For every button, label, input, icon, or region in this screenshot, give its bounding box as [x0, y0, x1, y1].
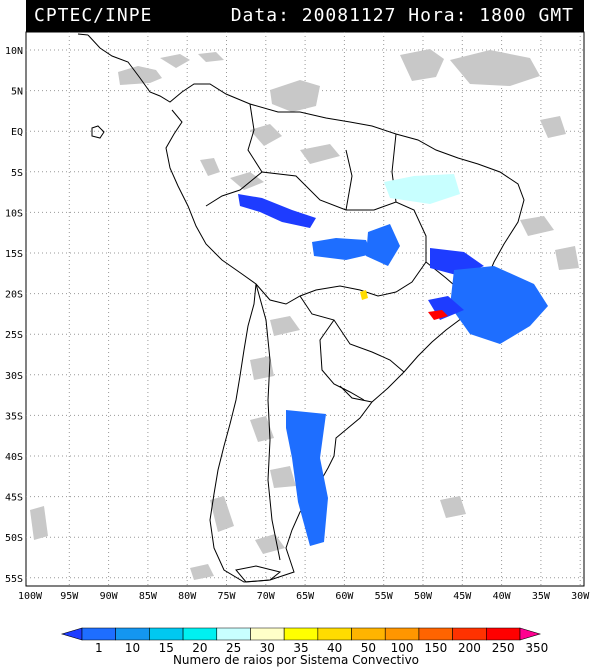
- legend-swatch: [216, 627, 251, 641]
- lat-tick-label: 30S: [5, 371, 23, 382]
- lat-tick-label: 10S: [5, 208, 23, 219]
- lon-tick-label: 45W: [453, 591, 472, 602]
- legend-label: 150: [424, 641, 447, 655]
- lon-tick-label: 95W: [60, 591, 79, 602]
- legend-swatch: [283, 627, 319, 641]
- lat-tick-label: 55S: [5, 574, 23, 585]
- legend-label: 40: [327, 641, 342, 655]
- cloud-cover: [30, 49, 579, 580]
- legend-label: 10: [125, 641, 140, 655]
- lon-tick-label: 65W: [296, 591, 315, 602]
- cell-rio-red: [428, 310, 448, 320]
- legend-swatch: [418, 627, 453, 641]
- lat-tick-label: 20S: [5, 290, 23, 301]
- cell-west-amazon: [238, 194, 316, 228]
- lat-tick-label: 25S: [5, 330, 23, 341]
- lat-tick-label: 10N: [5, 46, 23, 57]
- legend-colorbar: [60, 627, 542, 641]
- lon-tick-label: 30W: [571, 591, 590, 602]
- legend-label: 20: [192, 641, 207, 655]
- lon-tick-label: 85W: [139, 591, 158, 602]
- lon-tick-label: 100W: [18, 591, 43, 602]
- legend-swatch: [317, 627, 352, 641]
- lon-tick-label: 70W: [257, 591, 276, 602]
- legend-swatch: [149, 627, 184, 641]
- cell-north-light: [384, 174, 460, 204]
- legend-label: 1: [95, 641, 103, 655]
- lightning-map: 100W 95W 90W 85W 80W 75W 70W 65W 60W 55W 50W 45W 40W…: [5, 31, 590, 602]
- legend-label: 30: [260, 641, 275, 655]
- cell-paraguay: [360, 290, 368, 300]
- legend-label: 250: [492, 641, 515, 655]
- cell-central-amazon: [312, 238, 372, 260]
- lon-tick-label: 60W: [335, 591, 354, 602]
- lat-tick-label: 45S: [5, 493, 23, 504]
- legend-swatch: [519, 627, 542, 641]
- lat-tick-label: EQ: [11, 127, 23, 138]
- axis-ticks: 100W 95W 90W 85W 80W 75W 70W 65W 60W 55W 50W 45W 40W…: [5, 46, 590, 602]
- legend-label: 200: [458, 641, 481, 655]
- lon-tick-label: 80W: [178, 591, 197, 602]
- map-header: CPTEC/INPE Data: 20081127 Hora: 1800 GMT: [26, 0, 584, 32]
- header-org: CPTEC/INPE: [34, 5, 153, 26]
- legend-label: 350: [525, 641, 548, 655]
- lat-tick-label: 15S: [5, 249, 23, 260]
- lon-tick-label: 90W: [100, 591, 119, 602]
- lat-tick-label: 5S: [11, 168, 23, 179]
- cell-mato-grosso: [366, 224, 400, 266]
- lat-tick-label: 40S: [5, 452, 23, 463]
- lon-tick-label: 40W: [493, 591, 512, 602]
- legend-title: Numero de raios por Sistema Convectivo: [173, 653, 419, 667]
- header-datetime: Data: 20081127 Hora: 1800 GMT: [230, 5, 574, 26]
- lon-tick-label: 55W: [375, 591, 394, 602]
- legend-label: 15: [159, 641, 174, 655]
- lat-tick-label: 50S: [5, 533, 23, 544]
- lat-tick-label: 35S: [5, 411, 23, 422]
- legend-swatch: [81, 627, 116, 641]
- legend-swatch: [115, 627, 150, 641]
- cell-southeast: [450, 266, 548, 344]
- legend-swatch: [182, 627, 218, 641]
- lat-tick-label: 5N: [11, 87, 23, 98]
- lightning-cells: [238, 174, 548, 546]
- legend-swatch: [250, 627, 285, 641]
- legend-label: 25: [226, 641, 241, 655]
- legend-swatch: [486, 627, 521, 641]
- legend-label: 100: [391, 641, 414, 655]
- legend-swatch: [351, 627, 386, 641]
- legend-swatch: [60, 627, 83, 641]
- legend-label: 35: [293, 641, 308, 655]
- lon-tick-label: 75W: [217, 591, 236, 602]
- legend-swatch: [452, 627, 487, 641]
- legend-swatch: [384, 627, 420, 641]
- grid-lines: [26, 32, 584, 586]
- lon-tick-label: 35W: [532, 591, 551, 602]
- lon-tick-label: 50W: [414, 591, 433, 602]
- cell-argentina: [286, 410, 328, 546]
- legend-label: 50: [361, 641, 376, 655]
- legend-labels: 1 10 15 20 25 30 35 40 50 100 150 200 250 350: [95, 641, 548, 655]
